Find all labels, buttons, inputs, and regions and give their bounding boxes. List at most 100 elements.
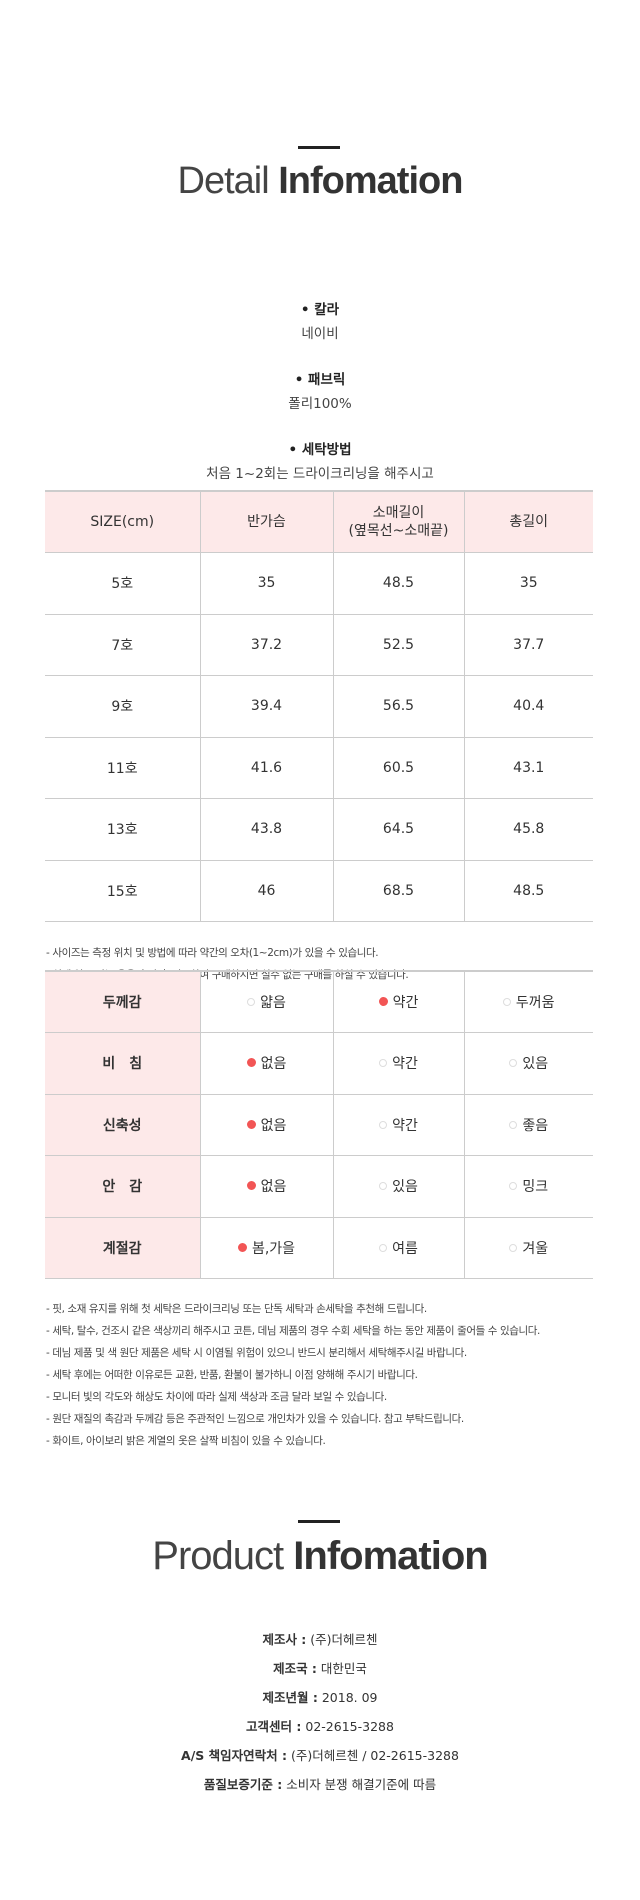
spec-label-text: 패브릭	[308, 372, 346, 388]
info-value: (주)더헤르첸	[306, 1632, 378, 1647]
option-label: 없음	[260, 1179, 287, 1196]
fabric-option: 좋음	[463, 1094, 593, 1156]
option-label: 봄,가을	[251, 1240, 296, 1257]
fabric-label: 안 감	[45, 1155, 200, 1218]
fabric-option: 없음	[199, 1155, 333, 1218]
title-divider	[298, 1520, 340, 1523]
table-cell: 60.5	[332, 737, 464, 799]
info-label: 고객센터 :	[246, 1719, 302, 1734]
info-value: (주)더헤르첸 / 02-2615-3288	[287, 1748, 459, 1763]
care-notes: - 핏, 소재 유지를 위해 첫 세탁은 드라이크리닝 또는 단독 세탁과 손세…	[46, 1298, 540, 1452]
table-cell: 11호	[45, 737, 200, 799]
unselected-dot-icon	[247, 998, 256, 1006]
fabric-row: 두께감 얇음 약간 두꺼움	[45, 970, 593, 1033]
info-line: 품질보증기준 : 소비자 분쟁 해결기준에 따름	[0, 1770, 640, 1799]
fabric-option: 약간	[332, 970, 464, 1033]
spec-label: • 칼라	[300, 302, 340, 318]
product-title: Product Infomation	[152, 1534, 488, 1578]
spec-label: • 세탁방법	[288, 442, 352, 458]
fabric-option: 두꺼움	[463, 970, 593, 1033]
note-line: - 세탁 후에는 어떠한 이유로든 교환, 반품, 환불이 불가하니 이점 양해…	[46, 1369, 418, 1381]
option-label: 두꺼움	[515, 995, 555, 1011]
fabric-option: 없음	[199, 1032, 333, 1095]
info-label: A/S 책임자연락처 :	[181, 1748, 287, 1763]
table-cell: 13호	[45, 798, 200, 861]
selected-dot-icon	[237, 1242, 247, 1252]
unselected-dot-icon	[379, 1120, 388, 1129]
size-table: SIZE(cm) 반가슴 소매길이 (옆목선~소매끝) 총길이 5호 35 48.5 3…	[45, 490, 593, 922]
table-header: SIZE(cm) 반가슴 소매길이 (옆목선~소매끝) 총길이	[45, 490, 593, 553]
fabric-option: 얇음	[199, 970, 333, 1033]
option-label: 없음	[260, 1056, 287, 1073]
note-line: - 원단 재질의 촉감과 두께감 등은 주관적인 느낌으로 개인차가 있을 수 …	[46, 1413, 464, 1425]
option-label: 밍크	[522, 1179, 549, 1196]
table-cell: 35	[463, 552, 593, 615]
option-label: 있음	[392, 1179, 418, 1196]
table-cell: 43.8	[199, 798, 333, 861]
fabric-option: 약간	[332, 1032, 464, 1095]
unselected-dot-icon	[379, 1182, 388, 1191]
option-label: 없음	[260, 1117, 287, 1134]
option-label: 약간	[392, 995, 419, 1011]
info-line: 제조년월 : 2018. 09	[0, 1683, 640, 1712]
info-label: 제조년월 :	[262, 1690, 318, 1705]
info-line: 제조국 : 대한민국	[0, 1654, 640, 1683]
option-label: 얇음	[260, 995, 286, 1011]
fabric-label: 신축성	[45, 1094, 200, 1156]
option-label: 여름	[392, 1240, 418, 1257]
selected-dot-icon	[246, 1181, 256, 1191]
note-line: - 모니터 빛의 각도와 해상도 차이에 따라 실제 색상과 조금 달라 보일 …	[46, 1391, 387, 1403]
fabric-row: 비 침 없음 약간 있음	[45, 1032, 593, 1095]
title-divider	[298, 146, 340, 149]
fabric-option: 있음	[332, 1155, 464, 1218]
option-label: 약간	[392, 1117, 418, 1134]
note-line: - 사이즈는 측정 위치 및 방법에 따라 약간의 오차(1~2cm)가 있을 …	[46, 947, 379, 959]
spec-label-text: 세탁방법	[301, 442, 352, 458]
info-value: 02-2615-3288	[301, 1719, 394, 1734]
unselected-dot-icon	[509, 1059, 518, 1068]
fabric-option: 봄,가을	[199, 1217, 333, 1279]
fabric-option: 없음	[199, 1094, 333, 1156]
header-size: SIZE(cm)	[45, 490, 200, 553]
table-cell: 56.5	[332, 675, 464, 738]
info-line: 제조사 : (주)더헤르첸	[0, 1625, 640, 1654]
note-line: - 화이트, 아이보리 밝은 계열의 옷은 살짝 비침이 있을 수 있습니다.	[46, 1435, 326, 1447]
spec-value: 폴리100%	[288, 396, 352, 412]
selected-dot-icon	[246, 1119, 256, 1129]
info-line: A/S 책임자연락처 : (주)더헤르첸 / 02-2615-3288	[0, 1741, 640, 1770]
option-label: 겨울	[522, 1240, 549, 1257]
selected-dot-icon	[246, 1058, 256, 1068]
fabric-label: 계절감	[45, 1217, 200, 1279]
option-label: 좋음	[522, 1117, 549, 1134]
fabric-row: 신축성 없음 약간 좋음	[45, 1094, 593, 1156]
table-cell: 40.4	[463, 675, 593, 738]
table-cell: 46	[199, 860, 333, 922]
unselected-dot-icon	[379, 1059, 388, 1068]
unselected-dot-icon	[509, 1182, 518, 1191]
detail-title: Detail Infomation	[177, 160, 464, 202]
option-label: 있음	[522, 1056, 549, 1073]
table-cell: 7호	[45, 614, 200, 676]
fabric-label: 두께감	[45, 970, 200, 1033]
note-line: - 세탁, 탈수, 건조시 같은 색상끼리 해주시고 코튼, 데님 제품의 경우…	[46, 1325, 540, 1337]
product-info: 제조사 : (주)더헤르첸 제조국 : 대한민국 제조년월 : 2018. 09 고객…	[0, 1625, 640, 1799]
unselected-dot-icon	[509, 1243, 518, 1252]
info-label: 제조국 :	[273, 1661, 317, 1676]
option-label: 약간	[392, 1056, 418, 1073]
table-cell: 41.6	[199, 737, 333, 799]
table-cell: 39.4	[199, 675, 333, 738]
fabric-table: 두께감 얇음 약간 두꺼움 비 침 없음 약간 있음 신축성 없음 약간 좋음 안 감 없음 있음 밍크 계절감…	[45, 970, 593, 1279]
info-value: 2018. 09	[317, 1690, 378, 1705]
table-cell: 9호	[45, 675, 200, 738]
info-line: 고객센터 : 02-2615-3288	[0, 1712, 640, 1741]
info-value: 소비자 분쟁 해결기준에 따름	[282, 1777, 437, 1792]
unselected-dot-icon	[379, 1243, 388, 1252]
spec-value: 네이비	[301, 326, 339, 342]
info-label: 품질보증기준 :	[203, 1777, 283, 1792]
header-sleeve: 소매길이 (옆목선~소매끝)	[332, 490, 464, 553]
fabric-option: 여름	[332, 1217, 464, 1279]
table-row: 11호 41.6 60.5 43.1	[45, 737, 593, 799]
fabric-option: 밍크	[463, 1155, 593, 1218]
table-row: 9호 39.4 56.5 40.4	[45, 675, 593, 738]
header-length: 총길이	[463, 490, 593, 553]
